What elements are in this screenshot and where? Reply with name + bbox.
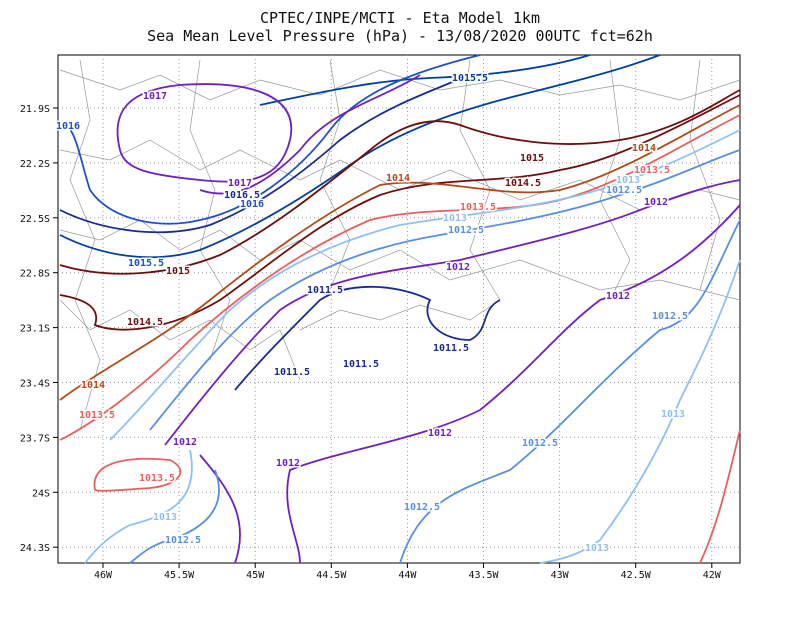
x-tick-label: 43.5W: [468, 570, 499, 581]
contour-label: 1012.5: [522, 438, 558, 449]
contour-label: 1014: [386, 173, 410, 184]
y-ticks: 21.9S 22.2S 22.5S 22.8S 23.1S 23.4S 23.7S 24S 24…: [20, 104, 58, 554]
title-line: CPTEC/INPE/MCTI - Eta Model 1km: [260, 9, 540, 27]
contour-label: 1012.5: [404, 502, 440, 513]
y-tick-label: 21.9S: [20, 104, 50, 115]
contour-label: 1014.5: [505, 178, 541, 189]
contour-label: 1011.5: [343, 359, 379, 370]
contour-label: 1013: [153, 512, 177, 523]
contour-label: 1012: [446, 262, 470, 273]
y-tick-label: 23.1S: [20, 324, 50, 335]
contour-label: 1015: [520, 153, 544, 164]
contour-labels: 1015.5 1017 1016 1015 1014 1013.5 1014.5 1014 10…: [54, 72, 689, 556]
contour-label: 1012.5: [606, 185, 642, 196]
contour-label: 1011.5: [433, 343, 469, 354]
grid: [58, 55, 740, 563]
x-tick-label: 45W: [246, 570, 265, 581]
borders: [59, 59, 741, 431]
contour-label: 1016.5: [224, 190, 260, 201]
y-tick-label: 22.8S: [20, 269, 50, 280]
contour-label: 1012: [644, 197, 668, 208]
x-tick-label: 45.5W: [164, 570, 195, 581]
contour-label: 1013: [661, 409, 685, 420]
contour-label: 1013: [443, 213, 467, 224]
contour-label: 1013.5: [634, 165, 670, 176]
contour-label: 1012: [428, 428, 452, 439]
contour-label: 1012.5: [652, 311, 688, 322]
contour-label: 1016: [240, 199, 264, 210]
contour-label: 1015.5: [128, 258, 164, 269]
x-ticks: 46W 45.5W 45W 44.5W 44W 43.5W 43W 42.5W 42W: [94, 563, 722, 581]
contour-label: 1012: [173, 437, 197, 448]
contour-label: 1017: [143, 91, 167, 102]
contour-label: 1011.5: [307, 285, 343, 296]
contour-label: 1015: [166, 266, 190, 277]
y-tick-label: 22.5S: [20, 214, 50, 225]
contour-label: 1014: [632, 143, 656, 154]
contour-label: 1012.5: [165, 535, 201, 546]
contour-label: 1013.5: [79, 410, 115, 421]
contour-label: 1016: [56, 121, 80, 132]
title-line: Sea Mean Level Pressure (hPa) - 13/08/20…: [147, 27, 653, 45]
contour-label: 1012: [606, 291, 630, 302]
x-tick-label: 43W: [551, 570, 570, 581]
contour-label: 1011.5: [274, 367, 310, 378]
isobars: [59, 54, 741, 564]
y-tick-label: 23.4S: [20, 379, 50, 390]
y-tick-label: 24.3S: [20, 543, 50, 554]
y-tick-label: 24S: [32, 488, 50, 499]
contour-label: 1013: [616, 175, 640, 186]
contour-label: 1017: [228, 178, 252, 189]
contour-label: 1012.5: [448, 225, 484, 236]
contour-label: 1015.5: [452, 73, 488, 84]
x-tick-label: 42.5W: [621, 570, 652, 581]
x-tick-label: 46W: [94, 570, 113, 581]
x-tick-label: 42W: [703, 570, 722, 581]
contour-label: 1013.5: [139, 473, 175, 484]
contour-label: 1014: [81, 380, 105, 391]
contour-label: 1012: [276, 458, 300, 469]
y-tick-label: 22.2S: [20, 159, 50, 170]
contour-label: 1014.5: [127, 317, 163, 328]
contour-label: 1013: [585, 543, 609, 554]
x-tick-label: 44W: [398, 570, 417, 581]
contour-label: 1013.5: [460, 202, 496, 213]
x-tick-label: 44.5W: [316, 570, 347, 581]
y-tick-label: 23.7S: [20, 433, 50, 444]
